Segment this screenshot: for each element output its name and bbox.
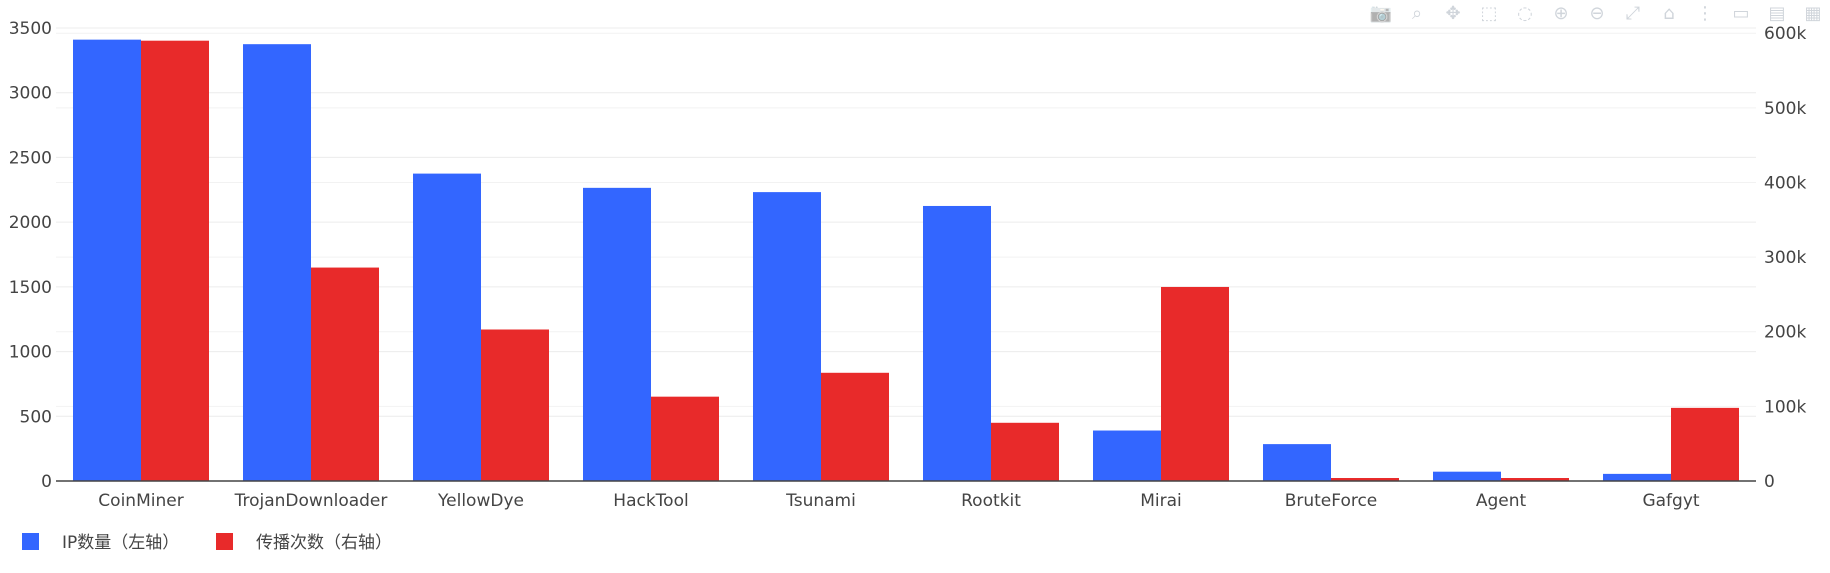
lasso-icon[interactable]: ◌: [1517, 2, 1533, 24]
plotly-logo-icon[interactable]: ▦: [1804, 2, 1822, 24]
legend-swatch: [22, 533, 39, 550]
legend-label: 传播次数（右轴）: [256, 533, 392, 553]
left-tick-label: 2000: [9, 213, 52, 233]
right-tick-label: 200k: [1764, 323, 1806, 343]
left-tick-label: 3500: [9, 19, 52, 39]
bar-ip-count-gafgyt[interactable]: [1603, 473, 1671, 481]
right-tick-label: 0: [1764, 472, 1775, 492]
hover-closest-icon[interactable]: ▭: [1732, 2, 1750, 24]
legend-item[interactable]: 传播次数（右轴）: [216, 533, 392, 553]
legend[interactable]: IP数量（左轴） 传播次数（右轴）: [22, 533, 392, 553]
spike-lines-icon[interactable]: ⋮: [1696, 2, 1714, 24]
x-tick-label: YellowDye: [437, 491, 524, 511]
x-tick-label: HackTool: [613, 491, 688, 511]
bar-spread-count-rootkit[interactable]: [991, 422, 1059, 481]
bars: [73, 39, 1739, 482]
bar-ip-count-agent[interactable]: [1433, 471, 1501, 481]
bar-spread-count-coinminer[interactable]: [141, 40, 209, 482]
bar-ip-count-trojandownloader[interactable]: [243, 44, 311, 482]
right-tick-label: 400k: [1764, 173, 1806, 193]
zoom-out-icon[interactable]: ⊖: [1589, 2, 1605, 24]
right-tick-label: 600k: [1764, 24, 1806, 44]
left-tick-label: 2500: [9, 148, 52, 168]
autoscale-icon[interactable]: ⤢: [1625, 2, 1641, 24]
bar-spread-count-mirai[interactable]: [1161, 286, 1229, 481]
left-tick-label: 3000: [9, 84, 52, 104]
right-tick-label: 300k: [1764, 248, 1806, 268]
x-tick-label: BruteForce: [1285, 491, 1378, 511]
left-tick-label: 500: [20, 407, 52, 427]
right-tick-label: 100k: [1764, 397, 1806, 417]
bar-ip-count-hacktool[interactable]: [583, 187, 651, 481]
bar-spread-count-bruteforce[interactable]: [1331, 478, 1399, 481]
x-tick-label: Agent: [1476, 491, 1527, 511]
bar-spread-count-hacktool[interactable]: [651, 396, 719, 481]
zoom-in-icon[interactable]: ⊕: [1553, 2, 1569, 24]
bar-ip-count-yellowdye[interactable]: [413, 173, 481, 481]
left-tick-label: 1000: [9, 343, 52, 363]
bar-spread-count-tsunami[interactable]: [821, 372, 889, 481]
x-tick-label: CoinMiner: [98, 491, 183, 511]
right-tick-label: 500k: [1764, 99, 1806, 119]
bar-ip-count-bruteforce[interactable]: [1263, 444, 1331, 481]
bar-spread-count-yellowdye[interactable]: [481, 329, 549, 481]
bar-spread-count-trojandownloader[interactable]: [311, 267, 379, 481]
legend-swatch: [216, 533, 233, 550]
zoom-icon[interactable]: ⌕: [1411, 2, 1423, 24]
bar-spread-count-gafgyt[interactable]: [1671, 407, 1739, 481]
hover-compare-icon[interactable]: ▤: [1768, 2, 1786, 24]
x-axis-ticks: CoinMiner TrojanDownloader YellowDye HackTo…: [98, 491, 1700, 511]
bar-ip-count-coinminer[interactable]: [73, 39, 141, 482]
x-tick-label: Rootkit: [961, 491, 1021, 511]
legend-item[interactable]: IP数量（左轴）: [22, 533, 179, 553]
plot-toolbar: 📷 ⌕ ✥ ⬚ ◌ ⊕ ⊖ ⤢ ⌂ ⋮ ▭ ▤ ▦: [1370, 2, 1824, 24]
pan-icon[interactable]: ✥: [1445, 2, 1461, 24]
bar-spread-count-agent[interactable]: [1501, 478, 1569, 481]
x-tick-label: Tsunami: [785, 491, 856, 511]
left-tick-label: 0: [41, 472, 52, 492]
x-tick-label: Gafgyt: [1642, 491, 1699, 511]
left-tick-label: 1500: [9, 278, 52, 298]
left-axis-ticks: 0 500 1000 1500 2000 2500 3000 3500: [9, 19, 52, 492]
x-tick-label: TrojanDownloader: [234, 491, 388, 511]
camera-icon[interactable]: 📷: [1369, 2, 1393, 24]
reset-axes-icon[interactable]: ⌂: [1663, 2, 1675, 24]
right-axis-ticks: 0 100k 200k 300k 400k 500k 600k: [1764, 24, 1806, 492]
right-gridlines: [56, 32, 1756, 407]
legend-label: IP数量（左轴）: [62, 533, 179, 553]
bar-ip-count-rootkit[interactable]: [923, 205, 991, 481]
x-tick-label: Mirai: [1140, 491, 1182, 511]
bar-ip-count-mirai[interactable]: [1093, 430, 1161, 481]
box-select-icon[interactable]: ⬚: [1480, 2, 1498, 24]
bar-ip-count-tsunami[interactable]: [753, 192, 821, 482]
